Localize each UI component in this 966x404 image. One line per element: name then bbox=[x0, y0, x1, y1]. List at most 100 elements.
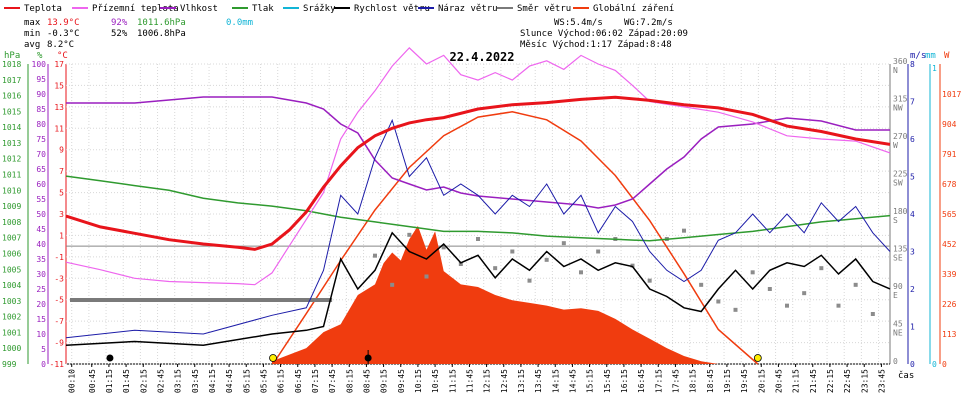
tick-humidity-16: 20 bbox=[36, 300, 46, 309]
tick-time-16: 08:15 bbox=[345, 369, 354, 393]
tick-time-15: 07:45 bbox=[328, 369, 337, 393]
tick-time-26: 13:15 bbox=[517, 369, 526, 393]
tick-time-30: 15:15 bbox=[586, 369, 595, 393]
point-direction bbox=[407, 232, 412, 237]
tick-temp-11: -5 bbox=[54, 296, 64, 305]
tick-dir-4: 180 bbox=[893, 207, 908, 216]
tick-time-42: 21:15 bbox=[792, 369, 801, 393]
tick-dir-label-5: SE bbox=[893, 254, 903, 263]
point-direction bbox=[424, 274, 429, 279]
info-wg: WG:7.2m/s bbox=[624, 18, 673, 28]
tick-time-5: 02:45 bbox=[156, 369, 165, 393]
tick-time-13: 06:45 bbox=[294, 369, 303, 393]
point-direction bbox=[476, 237, 480, 241]
point-direction bbox=[458, 262, 463, 266]
tick-pressure-6: 1012 bbox=[2, 155, 21, 164]
tick-pressure-0: 1018 bbox=[2, 60, 21, 69]
tick-humidity-11: 45 bbox=[36, 225, 46, 234]
tick-wind-7: 1 bbox=[910, 323, 915, 332]
info-sun: Slunce Východ:06:02 Západ:20:09 bbox=[520, 29, 688, 39]
tick-dir-label-6: E bbox=[893, 291, 898, 300]
point-direction bbox=[699, 282, 704, 287]
tick-humidity-9: 55 bbox=[36, 195, 46, 204]
tick-rad-5: 452 bbox=[942, 240, 957, 249]
tick-dir-1: 315 bbox=[893, 95, 908, 104]
series-radiation bbox=[272, 225, 719, 364]
legend-label-0: Teplota bbox=[24, 4, 62, 14]
tick-time-7: 03:45 bbox=[191, 369, 200, 393]
point-direction bbox=[493, 266, 498, 271]
tick-humidity-6: 70 bbox=[36, 150, 46, 159]
tick-pressure-16: 1002 bbox=[2, 313, 21, 322]
legend-label-3: Tlak bbox=[252, 4, 274, 14]
tick-pressure-10: 1008 bbox=[2, 218, 21, 227]
tick-dir-0: 360 bbox=[893, 57, 908, 66]
legend-label-6: Náraz větru bbox=[438, 4, 498, 14]
tick-temp-9: -1 bbox=[54, 253, 64, 262]
point-direction bbox=[836, 303, 841, 308]
point-direction bbox=[596, 249, 601, 254]
tick-temp-7: 3 bbox=[59, 210, 64, 219]
tick-dir-6: 90 bbox=[893, 282, 903, 291]
point-direction bbox=[750, 270, 755, 275]
series-wind-speed bbox=[65, 231, 891, 347]
point-direction bbox=[441, 245, 446, 250]
tick-time-34: 17:15 bbox=[654, 369, 663, 393]
tick-humidity-10: 50 bbox=[36, 210, 46, 219]
tick-time-37: 18:45 bbox=[706, 369, 715, 393]
tick-time-45: 22:45 bbox=[843, 369, 852, 393]
tick-time-20: 10:15 bbox=[414, 369, 423, 393]
tick-pressure-13: 1005 bbox=[2, 265, 21, 274]
tick-time-44: 22:15 bbox=[826, 369, 835, 393]
point-direction bbox=[373, 253, 377, 258]
tick-pressure-5: 1013 bbox=[2, 139, 21, 148]
stat-min-temp: -0.3°C bbox=[47, 29, 80, 39]
tick-wind-3: 5 bbox=[910, 173, 915, 182]
legend-label-8: Globální záření bbox=[593, 4, 674, 14]
tick-temp-12: -7 bbox=[54, 317, 64, 326]
point-direction bbox=[716, 299, 721, 304]
series-wind-gust bbox=[65, 118, 891, 339]
tick-time-41: 20:45 bbox=[774, 369, 783, 393]
unit-mm: mm bbox=[925, 51, 936, 61]
tick-temp-5: 7 bbox=[59, 167, 64, 176]
tick-humidity-13: 35 bbox=[36, 255, 46, 264]
info-ws: WS:5.4m/s bbox=[554, 18, 603, 28]
point-direction bbox=[819, 266, 824, 271]
tick-time-2: 01:15 bbox=[105, 369, 114, 393]
tick-dir-5: 135 bbox=[893, 245, 908, 254]
tick-time-29: 14:45 bbox=[568, 369, 577, 393]
tick-humidity-0: 100 bbox=[32, 60, 47, 69]
series-pressure bbox=[65, 175, 891, 242]
tick-dir-label-1: NW bbox=[893, 104, 903, 113]
tick-humidity-20: 0 bbox=[41, 360, 46, 369]
tick-time-40: 20:15 bbox=[757, 369, 766, 393]
tick-time-25: 12:45 bbox=[500, 369, 509, 393]
point-direction bbox=[510, 249, 515, 254]
tick-time-33: 16:45 bbox=[637, 369, 646, 393]
tick-temp-10: -3 bbox=[54, 274, 64, 283]
point-direction bbox=[544, 257, 549, 262]
point-direction bbox=[647, 278, 652, 283]
tick-time-11: 05:45 bbox=[259, 369, 268, 393]
tick-time-6: 03:15 bbox=[174, 369, 183, 393]
tick-rad-1: 904 bbox=[942, 120, 957, 129]
moonrise-icon bbox=[106, 354, 114, 362]
tick-temp-6: 5 bbox=[59, 189, 64, 198]
tick-time-9: 04:45 bbox=[225, 369, 234, 393]
point-direction bbox=[870, 312, 875, 316]
tick-wind-4: 4 bbox=[910, 210, 915, 219]
tick-temp-0: 17 bbox=[54, 60, 64, 69]
point-direction bbox=[853, 282, 858, 287]
tick-time-0: 00:10 bbox=[68, 369, 77, 393]
tick-time-38: 19:15 bbox=[723, 369, 732, 393]
stat-min-press: 1006.8hPa bbox=[137, 29, 186, 39]
point-direction bbox=[733, 307, 738, 312]
tick-humidity-14: 30 bbox=[36, 270, 46, 279]
point-direction bbox=[561, 241, 566, 246]
legend-label-1: Přízemní teplota bbox=[92, 4, 179, 14]
stat-max-label: max bbox=[24, 18, 41, 28]
tick-time-23: 11:45 bbox=[465, 369, 474, 393]
tick-humidity-1: 95 bbox=[36, 75, 46, 84]
tick-wind-1: 7 bbox=[910, 98, 915, 107]
